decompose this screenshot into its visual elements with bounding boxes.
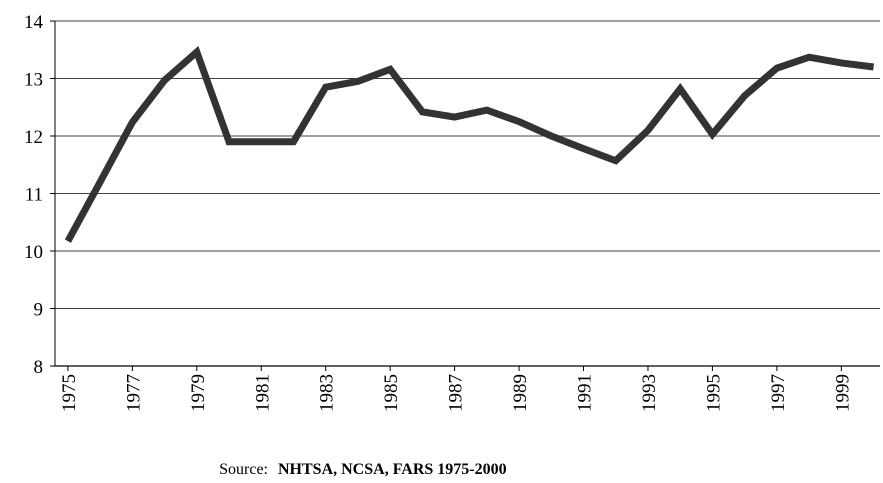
x-tick-label: 1983 [317,374,338,412]
x-tick-label: 1981 [252,374,273,412]
y-tick-label: 8 [34,357,44,378]
data-line [64,46,874,243]
y-tick-label: 14 [24,12,44,33]
x-tick-label: 1975 [59,374,80,412]
source-label: Source: [219,461,268,478]
x-tick-label: 1989 [510,374,531,412]
x-tick-label: 1977 [123,374,144,412]
x-tick-label: 1991 [575,374,596,412]
y-tick-label: 12 [24,127,43,148]
x-tick-label: 1993 [639,374,660,412]
x-tick-label: 1995 [703,374,724,412]
y-tick-label: 13 [24,70,43,91]
x-tick-label: 1985 [381,374,402,412]
source: NHTSA, NCSA, FARS 1975-2000 [278,461,507,478]
x-tick-label: 1999 [832,374,853,412]
y-tick-label: 10 [24,242,43,263]
x-tick-label: 1997 [768,374,789,412]
y-tick-label: 11 [25,185,43,206]
x-tick-label: 1979 [188,374,209,412]
x-tick-label: 1987 [446,374,467,412]
y-tick-label: 9 [34,300,44,321]
